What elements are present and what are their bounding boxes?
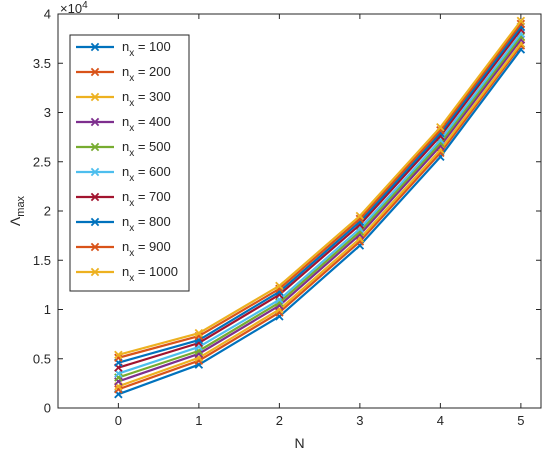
data-point-marker	[114, 353, 123, 363]
y-tick-label: 4	[44, 7, 51, 22]
data-point-marker	[90, 192, 100, 202]
legend-label: nx = 900	[122, 239, 171, 259]
data-point-marker	[114, 385, 123, 394]
series-line	[118, 29, 522, 369]
legend-label: nx = 100	[122, 39, 171, 59]
legend-entry: nx = 100	[76, 39, 171, 59]
y-tick-label: 0.5	[33, 351, 51, 366]
legend-entry: nx = 200	[76, 64, 171, 84]
data-point-marker	[90, 267, 100, 277]
series-line	[117, 48, 522, 396]
x-tick-label: 5	[517, 413, 524, 428]
series-line	[118, 33, 522, 375]
legend-label: nx = 600	[122, 164, 171, 184]
x-tick-label: 3	[356, 413, 363, 428]
legend-entry: nx = 900	[76, 239, 171, 259]
legend-entry: nx = 1000	[76, 264, 178, 284]
data-point-marker	[90, 67, 100, 77]
x-axis-label: N	[294, 435, 304, 451]
legend-label: nx = 1000	[122, 264, 178, 284]
legend-label: nx = 800	[122, 214, 171, 234]
legend-entry: nx = 300	[76, 89, 171, 109]
y-axis-label: Λmax	[7, 195, 27, 226]
series-line	[118, 44, 522, 391]
y-tick-label: 3	[44, 105, 51, 120]
series-layer	[114, 16, 526, 399]
series	[114, 19, 526, 363]
series-line	[118, 38, 522, 383]
data-point-marker	[90, 92, 100, 102]
x-tick-label: 2	[276, 413, 283, 428]
data-point-marker	[355, 227, 365, 236]
data-point-marker	[275, 281, 284, 291]
series-line	[118, 20, 522, 356]
y-tick-label: 1.5	[33, 253, 51, 268]
series	[114, 16, 526, 360]
data-point-marker	[355, 211, 365, 221]
legend-label: nx = 200	[122, 64, 171, 84]
legend-label: nx = 500	[122, 139, 171, 159]
legend-label: nx = 400	[122, 114, 171, 134]
series-line	[118, 26, 522, 364]
legend-entry: nx = 800	[76, 214, 171, 234]
data-point-marker	[355, 237, 365, 246]
legend-entry: nx = 400	[76, 114, 171, 134]
y-tick-label: 1	[44, 302, 51, 317]
x-tick-label: 4	[437, 413, 444, 428]
data-point-marker	[516, 16, 526, 26]
series-line	[118, 35, 522, 379]
ticks-layer: 0 1 2 3 4 5 0 0.5 1 1.5 2 2.5 3 3.5 4	[33, 7, 541, 428]
data-point-marker	[436, 148, 445, 158]
legend-label: nx = 700	[122, 189, 171, 209]
y-tick-label: 2.5	[33, 154, 51, 169]
data-point-marker	[114, 350, 123, 360]
y-tick-label: 0	[44, 401, 51, 416]
series-line	[118, 42, 522, 388]
legend-box	[69, 34, 190, 292]
legend: nx = 100 nx = 200 nx = 300 nx = 400 nx = 500…	[69, 34, 190, 292]
data-point-marker	[436, 123, 445, 132]
data-point-marker	[436, 125, 445, 135]
data-point-marker	[90, 142, 100, 152]
legend-entry: nx = 600	[76, 164, 171, 184]
data-point-marker	[90, 167, 100, 177]
data-point-marker	[90, 117, 100, 127]
y-axis-exponent: ×104	[60, 0, 88, 16]
legend-entry: nx = 500	[76, 139, 171, 159]
data-point-marker	[355, 214, 365, 224]
y-tick-label: 2	[44, 204, 51, 219]
x-tick-label: 1	[195, 413, 202, 428]
data-point-marker	[436, 138, 445, 148]
x-tick-label: 0	[115, 413, 122, 428]
data-point-marker	[90, 217, 100, 227]
data-point-marker	[90, 42, 100, 52]
data-point-marker	[516, 19, 526, 29]
legend-label: nx = 300	[122, 89, 171, 109]
data-point-marker	[90, 242, 100, 252]
data-point-marker	[194, 328, 204, 338]
y-tick-label: 3.5	[33, 56, 51, 71]
series-line	[118, 23, 522, 359]
legend-entry: nx = 700	[76, 189, 171, 209]
